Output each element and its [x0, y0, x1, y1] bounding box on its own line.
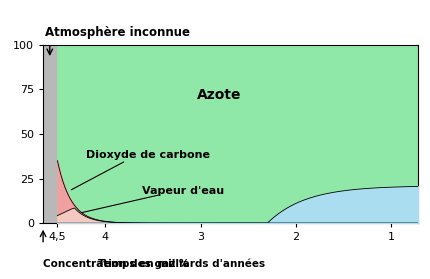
Text: Temps en milliards d'années: Temps en milliards d'années: [98, 259, 264, 270]
Text: Atmosphère inconnue: Atmosphère inconnue: [45, 26, 190, 39]
Text: Dioxyde de carbone: Dioxyde de carbone: [86, 150, 209, 160]
Text: Oxygene: Oxygene: [345, 197, 403, 210]
Text: Concentration des gaz %: Concentration des gaz %: [43, 259, 189, 269]
Text: Azote: Azote: [197, 88, 241, 102]
Text: Vapeur d'eau: Vapeur d'eau: [142, 186, 224, 196]
